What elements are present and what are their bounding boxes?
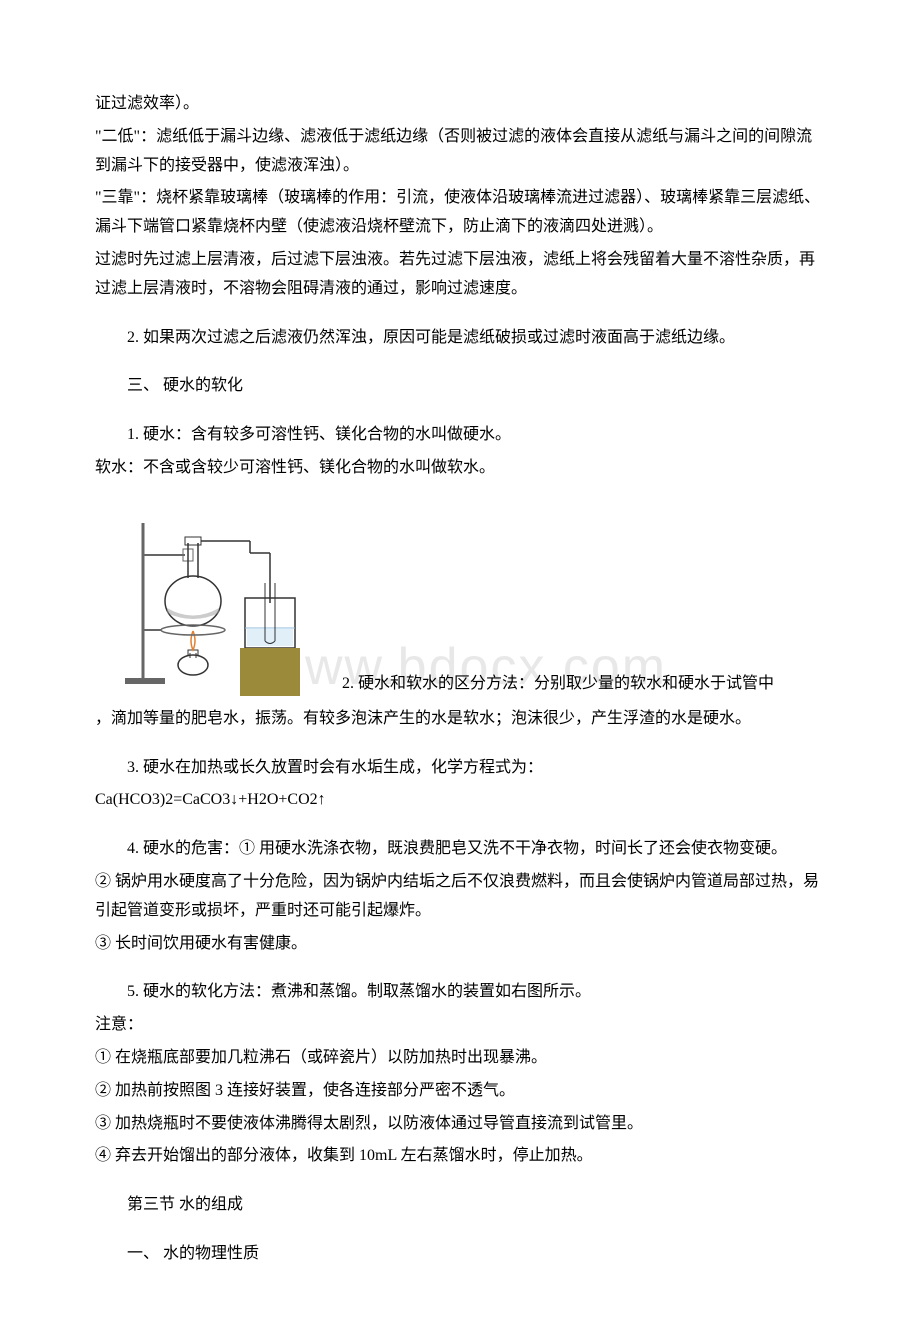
paragraph-notice: 注意： — [95, 1011, 825, 1040]
paragraph-note-3: ③ 加热烧瓶时不要使液体沸腾得太剧烈，以防液体通过导管直接流到试管里。 — [95, 1110, 825, 1139]
paragraph-three-lean: "三靠"：烧杯紧靠玻璃棒（玻璃棒的作用：引流，使液体沿玻璃棒流进过滤器）、玻璃棒… — [95, 184, 825, 242]
paragraph-chemical-equation: Ca(HCO3)2=CaCO3↓+H2O+CO2↑ — [95, 786, 825, 815]
paragraph-note-1: ① 在烧瓶底部要加几粒沸石（或碎瓷片）以防加热时出现暴沸。 — [95, 1044, 825, 1073]
item-2-text: 硬水和软水的区分方法：分别取少量的软水和硬水于试管中 — [358, 675, 774, 692]
heading-physical-properties: 一、 水的物理性质 — [95, 1240, 825, 1269]
paragraph-hazard-3: ③ 长时间饮用硬水有害健康。 — [95, 930, 825, 959]
paragraph-scale-formation: 3. 硬水在加热或长久放置时会有水垢生成，化学方程式为： — [95, 754, 825, 783]
paragraph-hard-water-def: 1. 硬水：含有较多可溶性钙、镁化合物的水叫做硬水。 — [95, 421, 825, 450]
paragraph-hazard-2: ② 锅炉用水硬度高了十分危险，因为锅炉内结垢之后不仅浪费燃料，而且会使锅炉内管道… — [95, 868, 825, 926]
item-2-prefix: 2. — [310, 675, 358, 692]
paragraph-filter-efficiency: 证过滤效率）。 — [95, 90, 825, 119]
paragraph-distinguish-method-start: 2. 硬水和软水的区分方法：分别取少量的软水和硬水于试管中 — [310, 670, 774, 701]
paragraph-two-low: "二低"：滤纸低于漏斗边缘、滤液低于滤纸边缘（否则被过滤的液体会直接从滤纸与漏斗… — [95, 123, 825, 181]
paragraph-note-4: ④ 弃去开始馏出的部分液体，收集到 10mL 左右蒸馏水时，停止加热。 — [95, 1142, 825, 1171]
paragraph-distinguish-method-cont: ，滴加等量的肥皂水，振荡。有较多泡沫产生的水是软水；泡沫很少，产生浮渣的水是硬水… — [95, 705, 825, 734]
heading-hard-water-softening: 三、 硬水的软化 — [95, 372, 825, 401]
paragraph-filter-order: 过滤时先过滤上层清液，后过滤下层浊液。若先过滤下层浊液，滤纸上将会残留着大量不溶… — [95, 246, 825, 304]
paragraph-twice-filter: 2. 如果两次过滤之后滤液仍然浑浊，原因可能是滤纸破损或过滤时液面高于滤纸边缘。 — [95, 324, 825, 353]
paragraph-hazard-1: 4. 硬水的危害：① 用硬水洗涤衣物，既浪费肥皂又洗不干净衣物，时间长了还会使衣… — [95, 835, 825, 864]
distillation-diagram — [95, 503, 310, 701]
paragraph-soft-water-def: 软水：不含或含较少可溶性钙、镁化合物的水叫做软水。 — [95, 454, 825, 483]
heading-section-3: 第三节 水的组成 — [95, 1191, 825, 1220]
paragraph-note-2: ② 加热前按照图 3 连接好装置，使各连接部分严密不透气。 — [95, 1077, 825, 1106]
paragraph-softening-method: 5. 硬水的软化方法：煮沸和蒸馏。制取蒸馏水的装置如右图所示。 — [95, 978, 825, 1007]
diagram-section: ww.bdocx.com — [95, 503, 825, 701]
